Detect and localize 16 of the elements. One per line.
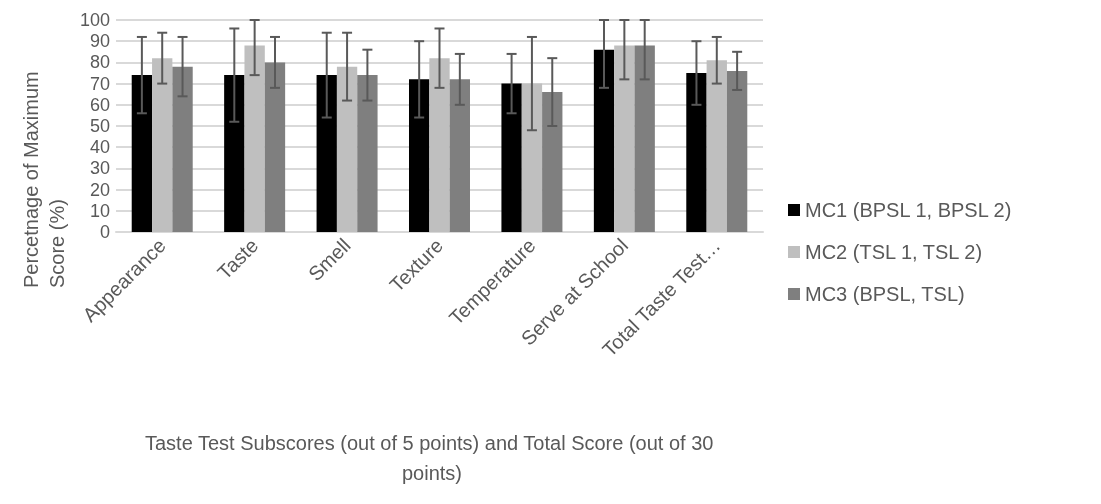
y-tick-label: 40 bbox=[89, 137, 110, 158]
x-axis-title: Taste Test Subscores (out of 5 points) and Total Score (out of 30 points) bbox=[144, 432, 720, 484]
y-tick-label: 70 bbox=[89, 73, 110, 94]
legend-label: MC3 (BPSL, TSL) bbox=[805, 283, 965, 305]
y-tick-label: 10 bbox=[89, 200, 110, 221]
y-tick-label: 100 bbox=[79, 10, 110, 30]
y-tick-label: 90 bbox=[89, 31, 110, 52]
y-tick-label: 50 bbox=[89, 116, 110, 136]
y-tick-label: 20 bbox=[89, 179, 110, 200]
y-axis-title: Percetnage of Maximum Score (%) bbox=[20, 65, 68, 288]
y-tick-label: 80 bbox=[89, 52, 110, 73]
y-tick-label: 60 bbox=[89, 94, 110, 115]
legend-label: MC2 (TSL 1, TSL 2) bbox=[805, 241, 983, 263]
legend-label: MC1 (BPSL 1, BPSL 2) bbox=[805, 199, 1012, 221]
y-tick-label: 30 bbox=[89, 158, 110, 179]
y-tick-label: 0 bbox=[99, 222, 110, 242]
